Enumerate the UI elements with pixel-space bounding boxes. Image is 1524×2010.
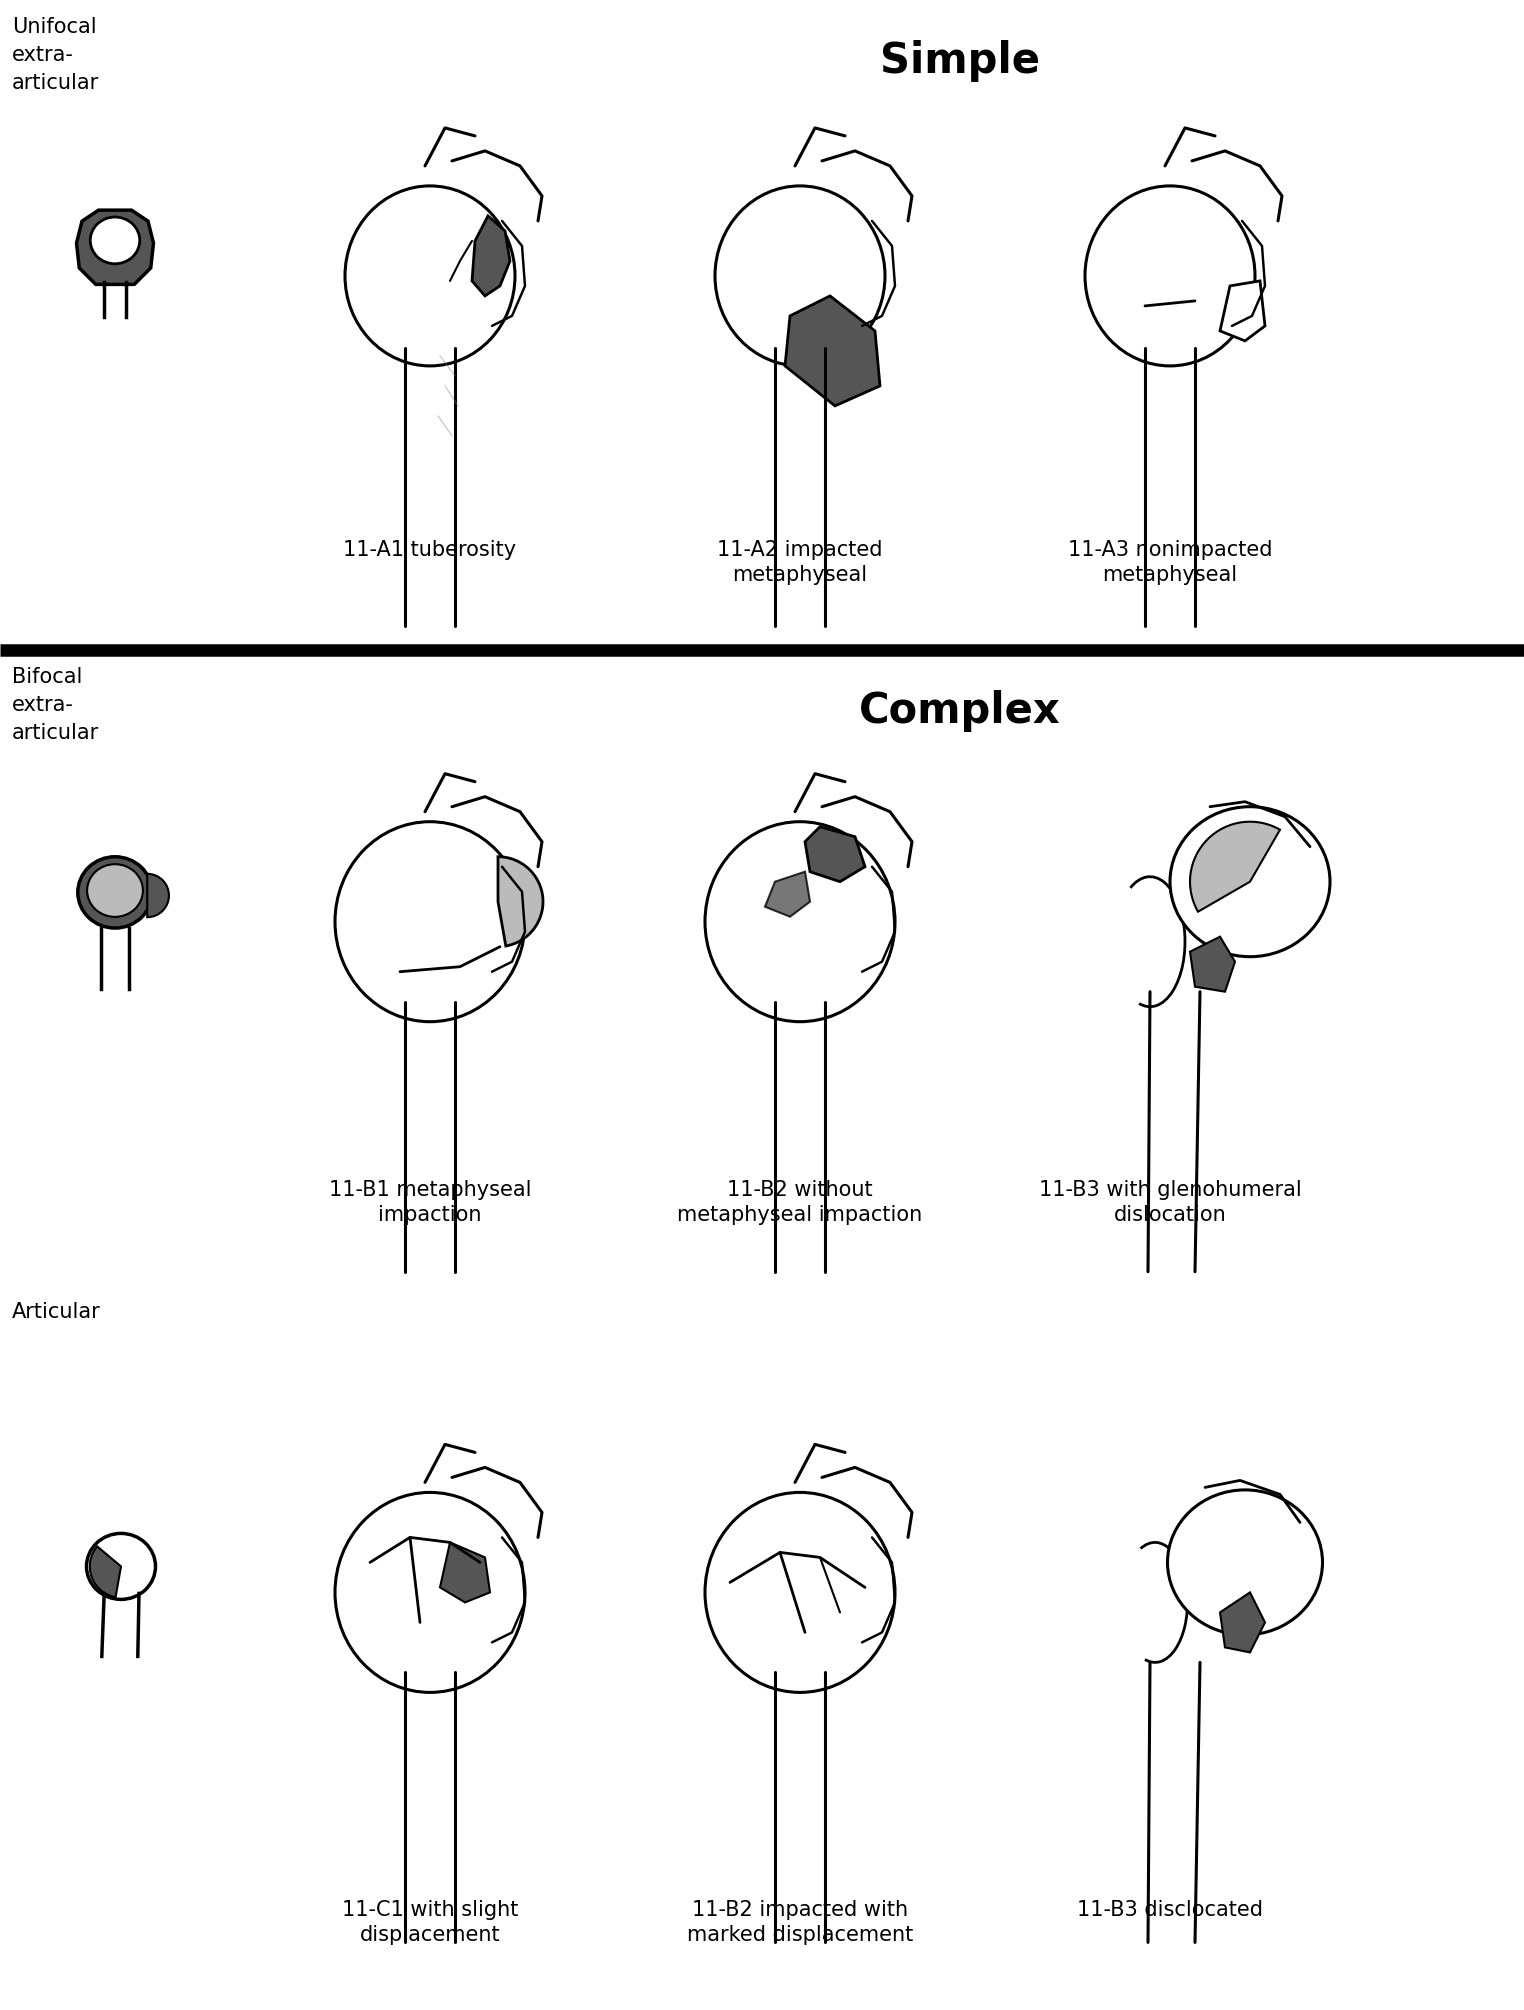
Text: 11-B3 with glenohumeral
dislocation: 11-B3 with glenohumeral dislocation bbox=[1039, 1180, 1301, 1224]
Ellipse shape bbox=[78, 856, 152, 929]
Ellipse shape bbox=[1167, 1489, 1323, 1634]
Wedge shape bbox=[148, 874, 169, 917]
Polygon shape bbox=[472, 215, 511, 295]
Text: Unifocal
extra-
articular: Unifocal extra- articular bbox=[12, 16, 99, 92]
Wedge shape bbox=[498, 856, 543, 947]
Polygon shape bbox=[765, 872, 809, 917]
Polygon shape bbox=[785, 295, 879, 406]
Ellipse shape bbox=[87, 864, 143, 917]
Wedge shape bbox=[1190, 822, 1280, 913]
Polygon shape bbox=[805, 826, 866, 882]
Text: 11-A2 impacted
metaphyseal: 11-A2 impacted metaphyseal bbox=[718, 541, 882, 585]
Polygon shape bbox=[1221, 281, 1265, 342]
Text: Simple: Simple bbox=[881, 40, 1039, 82]
Text: 11-B2 impacted with
marked displacement: 11-B2 impacted with marked displacement bbox=[687, 1899, 913, 1946]
Ellipse shape bbox=[87, 1534, 155, 1600]
Wedge shape bbox=[90, 1546, 120, 1598]
Polygon shape bbox=[1221, 1592, 1265, 1652]
Text: Bifocal
extra-
articular: Bifocal extra- articular bbox=[12, 667, 99, 744]
Polygon shape bbox=[76, 211, 154, 283]
Text: 11-B1 metaphyseal
impaction: 11-B1 metaphyseal impaction bbox=[329, 1180, 532, 1224]
Text: 11-B2 without
metaphyseal impaction: 11-B2 without metaphyseal impaction bbox=[677, 1180, 922, 1224]
Ellipse shape bbox=[1170, 806, 1330, 957]
Text: 11-A3 nonimpacted
metaphyseal: 11-A3 nonimpacted metaphyseal bbox=[1068, 541, 1273, 585]
Ellipse shape bbox=[90, 217, 140, 263]
Polygon shape bbox=[1190, 937, 1234, 991]
Text: 11-A1 tuberosity: 11-A1 tuberosity bbox=[343, 541, 517, 561]
Text: 11-B3 disclocated: 11-B3 disclocated bbox=[1077, 1899, 1263, 1920]
Text: 11-C1 with slight
displacement: 11-C1 with slight displacement bbox=[341, 1899, 518, 1946]
Polygon shape bbox=[440, 1542, 491, 1602]
Text: Complex: Complex bbox=[860, 689, 1061, 732]
Text: Articular: Articular bbox=[12, 1302, 101, 1323]
